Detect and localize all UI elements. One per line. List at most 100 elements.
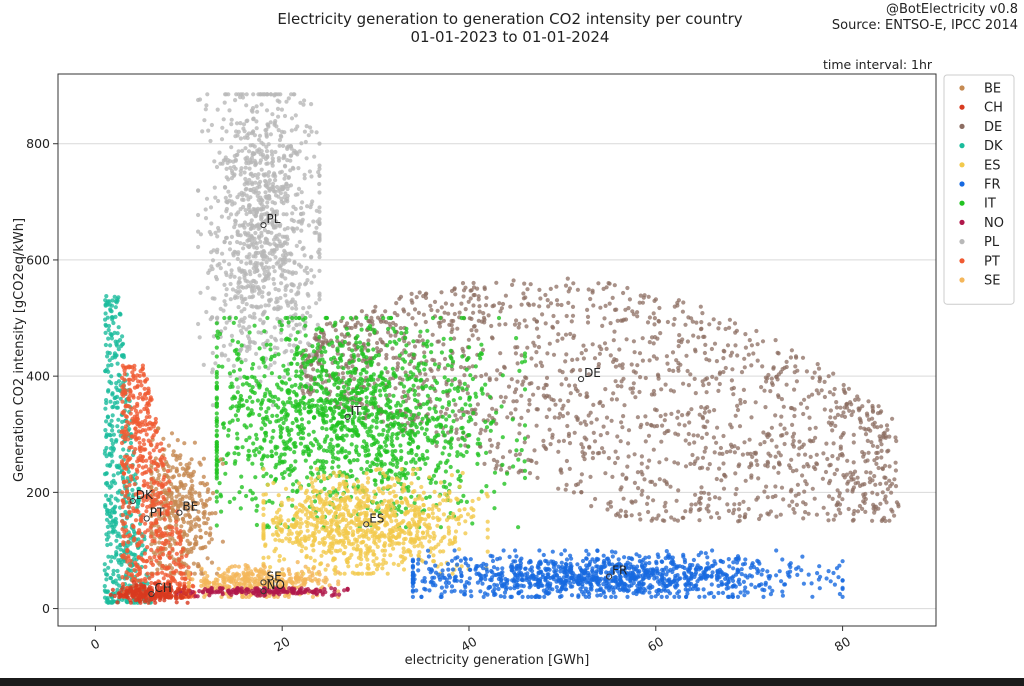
point-pl <box>239 330 245 335</box>
point-de <box>581 343 586 348</box>
point-es <box>457 547 462 552</box>
point-pl <box>257 133 263 138</box>
point-pl <box>246 255 251 260</box>
point-de <box>479 319 484 324</box>
point-de <box>806 511 811 516</box>
point-de <box>452 287 457 292</box>
point-it <box>261 355 266 360</box>
point-de <box>880 517 885 522</box>
point-pl <box>236 149 241 154</box>
point-it <box>422 354 427 359</box>
point-pl <box>312 154 317 159</box>
point-it <box>419 426 424 431</box>
point-it <box>278 427 283 432</box>
point-pl <box>267 251 272 256</box>
point-pl <box>240 268 245 273</box>
point-de <box>888 484 893 489</box>
point-it <box>322 439 327 444</box>
point-es <box>407 523 412 529</box>
point-de <box>659 387 664 392</box>
point-es <box>400 500 405 505</box>
point-it <box>319 479 324 484</box>
point-de <box>615 434 620 439</box>
point-it <box>262 438 267 443</box>
point-es <box>397 526 402 532</box>
point-it <box>413 377 418 382</box>
point-de <box>773 338 778 343</box>
point-de <box>511 399 516 404</box>
point-es <box>327 544 332 549</box>
point-it <box>246 448 251 453</box>
point-it <box>458 443 463 448</box>
point-de <box>619 485 624 490</box>
point-de <box>620 365 625 370</box>
point-it <box>339 420 344 425</box>
point-pl <box>284 212 289 217</box>
point-es <box>381 486 386 491</box>
point-pl <box>203 107 208 112</box>
point-de <box>765 376 770 381</box>
point-it <box>264 471 269 476</box>
point-de <box>651 388 657 394</box>
point-es <box>261 512 266 518</box>
point-de <box>512 322 518 327</box>
point-de <box>375 315 381 320</box>
point-de <box>784 359 789 364</box>
point-it <box>388 421 394 426</box>
point-de <box>483 303 489 308</box>
point-pl <box>246 197 251 202</box>
point-de <box>590 450 596 455</box>
point-it <box>298 382 303 387</box>
point-it <box>358 376 363 381</box>
point-pl <box>271 277 276 282</box>
point-pl <box>238 172 243 177</box>
point-de <box>458 365 464 370</box>
point-it <box>412 388 418 394</box>
point-de <box>716 388 721 393</box>
point-de <box>703 445 708 450</box>
point-de <box>665 319 671 325</box>
point-de <box>423 372 428 377</box>
point-de <box>591 402 596 407</box>
point-pl <box>316 170 321 175</box>
point-it <box>363 405 368 410</box>
point-pl <box>264 92 270 97</box>
point-de <box>527 398 532 403</box>
point-de <box>556 332 561 337</box>
point-pl <box>254 119 259 124</box>
point-pl <box>293 113 298 118</box>
point-es <box>394 535 399 541</box>
point-de <box>547 407 552 412</box>
point-it <box>320 386 325 391</box>
point-pl <box>288 158 293 163</box>
point-it <box>364 315 369 321</box>
point-de <box>792 407 797 412</box>
point-pl <box>299 205 304 211</box>
point-it <box>294 369 299 374</box>
point-it <box>308 359 313 364</box>
point-de <box>760 364 765 369</box>
point-de <box>827 481 832 486</box>
point-de <box>311 367 316 372</box>
point-it <box>257 385 262 390</box>
point-it <box>400 366 405 371</box>
point-de <box>782 426 787 431</box>
point-pl <box>258 92 263 97</box>
point-de <box>733 492 738 497</box>
point-de <box>822 379 827 384</box>
point-de <box>792 413 797 419</box>
point-pl <box>228 165 233 170</box>
point-de <box>554 298 560 303</box>
point-pl <box>258 158 263 163</box>
point-de <box>737 514 742 519</box>
point-de <box>879 442 884 447</box>
point-it <box>375 462 380 467</box>
point-de <box>711 317 716 322</box>
point-de <box>696 335 701 340</box>
point-it <box>381 428 386 433</box>
point-de <box>827 494 832 499</box>
point-pl <box>290 282 295 287</box>
point-de <box>640 358 646 363</box>
point-de <box>870 518 875 523</box>
point-it <box>324 413 329 418</box>
